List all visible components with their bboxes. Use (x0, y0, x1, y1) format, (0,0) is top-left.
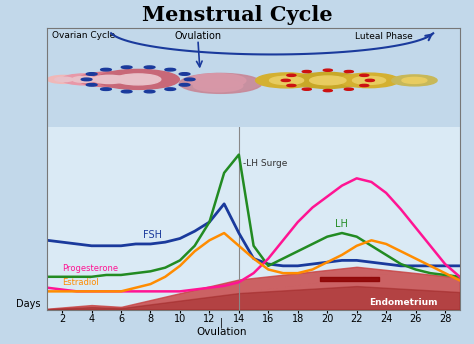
Circle shape (287, 74, 296, 76)
Circle shape (179, 84, 190, 86)
Circle shape (92, 75, 126, 84)
Circle shape (188, 74, 246, 88)
Text: LH: LH (335, 219, 347, 229)
Circle shape (144, 66, 155, 68)
Circle shape (392, 75, 437, 86)
Circle shape (165, 88, 176, 90)
Text: Progesterone: Progesterone (62, 264, 118, 273)
Circle shape (287, 84, 296, 87)
Circle shape (295, 73, 361, 88)
Circle shape (360, 84, 369, 87)
Circle shape (353, 76, 386, 84)
Circle shape (255, 73, 318, 88)
Circle shape (100, 68, 111, 71)
Circle shape (193, 80, 243, 92)
Circle shape (116, 74, 161, 85)
Circle shape (339, 73, 399, 88)
Circle shape (179, 73, 190, 75)
Circle shape (86, 84, 97, 86)
Circle shape (344, 88, 354, 90)
Circle shape (310, 76, 346, 85)
Circle shape (184, 78, 195, 81)
Circle shape (100, 88, 111, 90)
Circle shape (270, 76, 303, 85)
Text: |: | (220, 317, 223, 327)
Circle shape (402, 77, 427, 83)
Circle shape (323, 89, 332, 92)
Circle shape (302, 88, 311, 90)
Circle shape (365, 79, 374, 82)
Circle shape (97, 69, 179, 89)
Text: Days: Days (16, 299, 40, 310)
Text: Endometrium: Endometrium (369, 298, 438, 307)
Circle shape (281, 79, 290, 82)
Text: Ovulation: Ovulation (174, 31, 221, 41)
Circle shape (144, 90, 155, 93)
Text: -LH Surge: -LH Surge (243, 159, 288, 168)
Circle shape (55, 77, 73, 82)
Text: Estradiol: Estradiol (62, 278, 99, 287)
Circle shape (86, 73, 97, 75)
Circle shape (344, 71, 354, 73)
Text: FSH: FSH (143, 229, 162, 239)
Circle shape (302, 71, 311, 73)
Circle shape (179, 73, 262, 93)
Circle shape (323, 69, 332, 71)
Circle shape (165, 68, 176, 71)
Text: Luteal Phase: Luteal Phase (355, 32, 412, 41)
Text: Menstrual Cycle: Menstrual Cycle (142, 6, 332, 25)
Circle shape (121, 90, 132, 93)
Circle shape (81, 78, 92, 81)
Text: Ovarian Cycle: Ovarian Cycle (52, 31, 115, 40)
Circle shape (78, 72, 140, 87)
Circle shape (47, 75, 81, 83)
Circle shape (62, 74, 107, 85)
Circle shape (121, 66, 132, 68)
Circle shape (360, 74, 369, 76)
Circle shape (72, 76, 97, 83)
Text: Ovulation: Ovulation (197, 327, 247, 337)
